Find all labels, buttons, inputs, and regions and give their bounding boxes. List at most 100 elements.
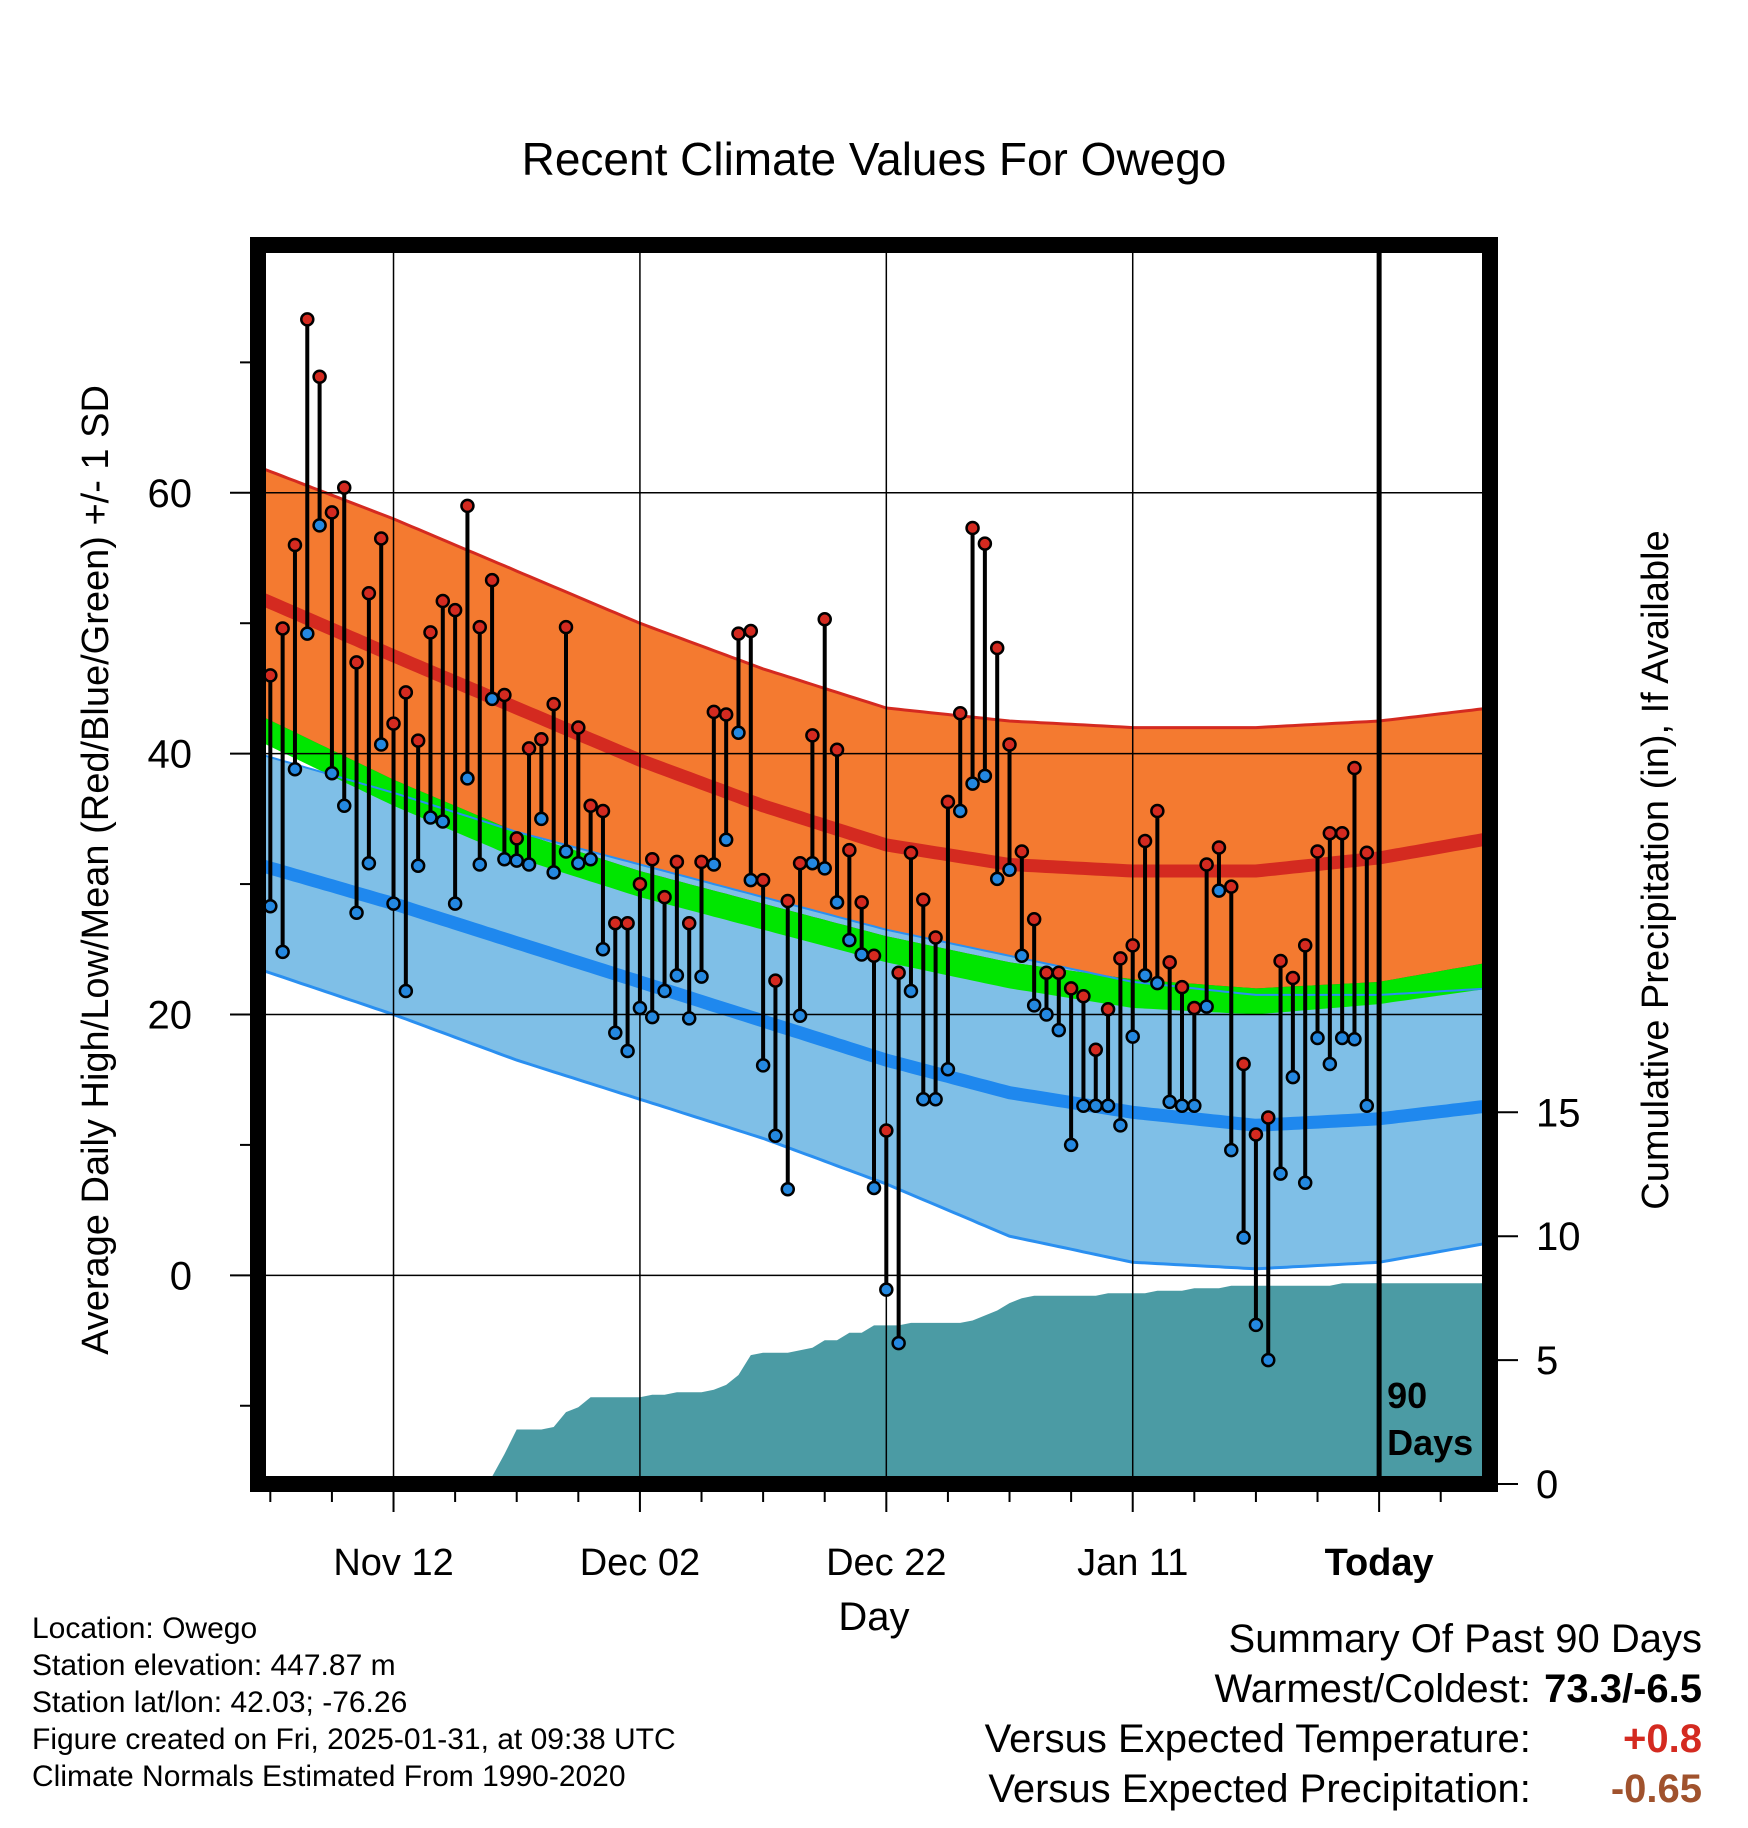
low-point	[1322, 1056, 1338, 1072]
high-point	[842, 842, 857, 858]
high-point	[472, 619, 488, 635]
normals-period-text: Climate Normals Estimated From 1990-2020	[32, 1760, 626, 1793]
high-point	[373, 531, 389, 546]
y-tick-label: 40	[148, 733, 193, 777]
low-point	[460, 771, 475, 786]
high-point	[805, 728, 820, 743]
low-point	[854, 947, 869, 962]
high-point	[854, 895, 869, 910]
high-point	[965, 520, 980, 536]
low-point	[681, 1011, 697, 1026]
y-axis-label: Average Daily High/Low/Mean (Red/Blue/Gr…	[75, 385, 117, 1355]
low-point	[1199, 999, 1214, 1014]
high-point	[669, 854, 685, 870]
low-point	[768, 1128, 783, 1144]
low-point	[669, 968, 685, 983]
y2-tick-label: 15	[1536, 1091, 1581, 1135]
high-point	[1162, 955, 1177, 970]
low-point	[349, 905, 364, 921]
high-point	[681, 915, 697, 931]
high-point	[546, 696, 561, 712]
high-point	[410, 733, 426, 748]
high-sd-upper-line	[258, 465, 1490, 730]
latlon-text: Station lat/lon: 42.03; -76.26	[32, 1686, 408, 1719]
low-point	[1051, 1022, 1067, 1038]
high-point	[1211, 840, 1227, 855]
high-point	[583, 798, 598, 814]
low-point	[1260, 1352, 1276, 1368]
today-label-days-count: 90	[1387, 1375, 1427, 1416]
low-point	[1285, 1069, 1301, 1085]
high-point	[571, 720, 586, 735]
low-point	[1014, 948, 1030, 964]
y2-axis-label: Cumulative Precipitation (in), If Availa…	[1635, 530, 1677, 1209]
low-point	[1174, 1098, 1190, 1114]
low-point	[866, 1180, 882, 1196]
low-point	[792, 1008, 808, 1024]
high-point	[1285, 970, 1301, 986]
y2-tick-label: 0	[1536, 1463, 1558, 1507]
high-point	[780, 893, 796, 909]
high-point	[1224, 879, 1239, 894]
high-point	[768, 973, 783, 988]
low-point	[1347, 1032, 1362, 1047]
high-point	[1125, 938, 1140, 953]
low-point	[521, 857, 537, 872]
location-text: Location: Owego	[32, 1612, 258, 1645]
low-point	[780, 1181, 796, 1197]
high-point	[398, 685, 414, 700]
warmest-value: 73.3/-6.5	[1544, 1667, 1702, 1711]
low-point	[1076, 1098, 1091, 1114]
high-point	[1014, 844, 1030, 859]
low-point	[989, 871, 1005, 887]
chart-title: Recent Climate Values For Owego	[522, 133, 1227, 185]
high-point	[1322, 825, 1338, 841]
high-point	[644, 852, 660, 867]
high-point	[460, 498, 475, 514]
low-point	[435, 814, 451, 829]
low-point	[484, 691, 500, 707]
low-point	[817, 861, 832, 876]
low-point	[1088, 1098, 1104, 1114]
low-point	[1248, 1317, 1264, 1333]
low-point	[534, 811, 549, 827]
high-point	[423, 625, 438, 640]
high-point	[718, 707, 734, 722]
high-point	[879, 1123, 894, 1138]
high-point	[1113, 951, 1128, 966]
today-label-days: Days	[1387, 1422, 1473, 1463]
high-point	[1334, 825, 1350, 841]
high-point	[447, 602, 463, 618]
x-tick-label: Jan 11	[1077, 1542, 1188, 1584]
summary-title: Summary Of Past 90 Days	[1228, 1617, 1702, 1661]
low-point	[1113, 1118, 1128, 1133]
high-point	[829, 742, 845, 757]
high-point	[620, 915, 635, 931]
high-point	[1359, 845, 1375, 861]
low-point	[608, 1025, 623, 1040]
low-point	[1236, 1230, 1251, 1245]
low-point	[263, 898, 278, 914]
high-point	[952, 705, 968, 721]
high-point	[657, 889, 672, 905]
x-tick-label: Today	[1325, 1542, 1434, 1584]
x-tick-label: Dec 22	[826, 1542, 946, 1584]
low-point	[398, 983, 414, 999]
high-point	[435, 593, 451, 609]
low-point	[940, 1062, 956, 1077]
x-tick-label: Dec 02	[580, 1542, 700, 1584]
high-point	[1260, 1110, 1276, 1125]
high-point	[743, 623, 759, 639]
high-point	[1137, 833, 1153, 849]
low-point	[1137, 968, 1153, 983]
high-point	[558, 619, 574, 635]
low-point	[1334, 1030, 1350, 1046]
low-point	[497, 852, 512, 867]
high-point	[866, 948, 882, 964]
high-point	[1248, 1127, 1264, 1142]
high-point	[1199, 857, 1214, 872]
low-point	[1162, 1094, 1177, 1110]
low-point	[595, 942, 611, 957]
low-point	[373, 737, 389, 752]
